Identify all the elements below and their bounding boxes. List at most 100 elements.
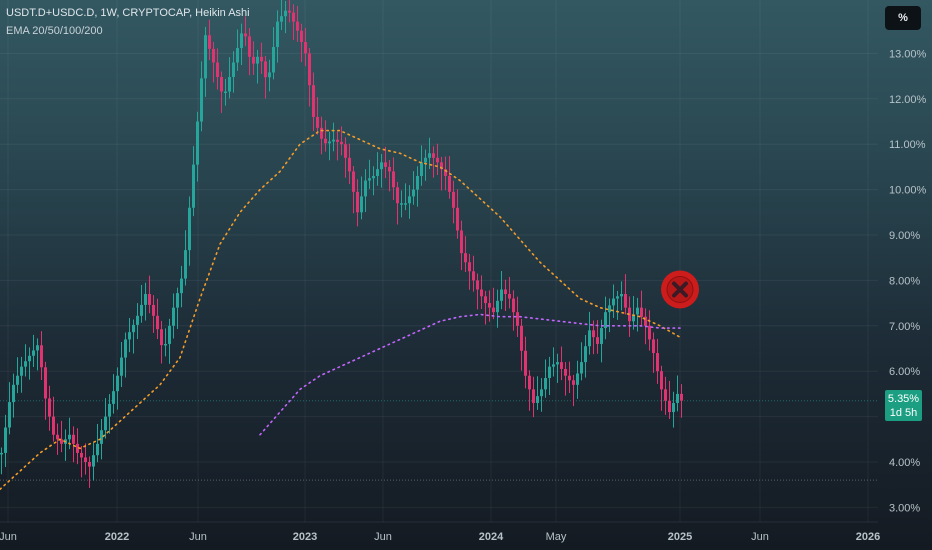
candle-body [448,175,451,192]
candle-body [404,203,407,205]
candle-body [296,21,299,31]
candle-body [356,191,359,213]
candle-body [588,330,591,347]
current-price-badge: 5.35% 1d 5h [885,390,922,421]
candle-body [660,371,663,390]
indicator-legend[interactable]: EMA 20/50/100/200 [6,25,103,37]
candle-body [540,389,543,397]
candle-body [416,175,419,190]
bar-countdown: 1d 5h [889,407,918,419]
candle-body [192,164,195,208]
candle-body [400,203,403,205]
candle-body [256,56,259,64]
candle-body [160,329,163,346]
candle-body [548,366,551,379]
candle-body [464,253,467,263]
candle-body [360,196,363,213]
y-tick-label: 13.00% [889,48,927,60]
y-tick-label: 11.00% [889,139,926,151]
x-tick-label: 2022 [105,531,129,543]
candle-body [500,289,503,301]
candle-body [148,294,151,305]
x-marker-cross [672,281,688,298]
x-tick-label: Jun [751,531,769,543]
candle-body [0,452,3,455]
candle-body [200,78,203,122]
candle-body [668,400,671,413]
candle-body [88,462,91,467]
candle-body [624,294,627,308]
y-tick-label: 10.00% [889,185,927,197]
candle-body [616,296,619,299]
candle-body [484,296,487,304]
candle-body [184,250,187,279]
y-tick-label: 6.00% [889,366,920,378]
candle-body [456,207,459,231]
candle-body [396,187,399,204]
candle-body [676,393,679,403]
candle-body [312,85,315,117]
candle-body [84,457,87,462]
candle-body [176,293,179,308]
y-tick-label: 7.00% [889,321,920,333]
candle-body [440,162,443,170]
candle-body [48,398,51,417]
candle-body [168,325,171,344]
candle-body [600,328,603,344]
candle-body [532,389,535,403]
candle-body [180,278,183,294]
candle-body [172,307,175,326]
candle-body [80,452,83,458]
candle-body [216,62,219,78]
ema-purple-line [259,313,681,436]
candle-body [576,373,579,385]
y-tick-label: 8.00% [889,275,920,287]
candle-body [384,162,387,167]
candle-body [108,403,111,417]
candle-body [132,324,135,333]
candle-body [40,345,43,368]
candle-body [156,315,159,330]
candle-body [264,61,267,78]
percent-scale-button[interactable]: % [885,6,921,30]
candle-body [444,169,447,176]
x-tick-label: Jun [374,531,392,543]
candle-body [544,378,547,390]
candle-body [72,434,75,444]
candle-body [476,280,479,290]
candle-body [336,139,339,142]
candle-body [352,171,355,192]
candle-body [380,162,383,170]
candle-body [52,416,55,435]
y-tick-label: 9.00% [889,230,920,242]
candle-body [68,434,71,440]
candle-body [112,391,115,404]
candle-body [376,169,379,176]
candle-body [12,384,15,403]
symbol-title[interactable]: USDT.D+USDC.D, 1W, CRYPTOCAP, Heikin Ash… [6,7,250,19]
candle-body [236,47,239,63]
candle-body [584,346,587,363]
candle-body [140,304,143,316]
candle-body [128,332,131,340]
candle-body [644,316,647,326]
candle-body [288,10,291,13]
candle-body [196,121,199,165]
candle-body [472,271,475,281]
candle-body [568,375,571,381]
candle-body [612,298,615,306]
candle-body [60,439,63,444]
candle-body [268,72,271,78]
candle-body [144,294,147,305]
candle-body [420,162,423,176]
candle-body [680,393,683,401]
candle-body [412,189,415,197]
candle-body [492,307,495,313]
candle-body [648,325,651,340]
candle-body [580,362,583,374]
candle-body [220,77,223,92]
candle-body [524,350,527,376]
candle-body [212,48,215,63]
candle-body [308,53,311,86]
